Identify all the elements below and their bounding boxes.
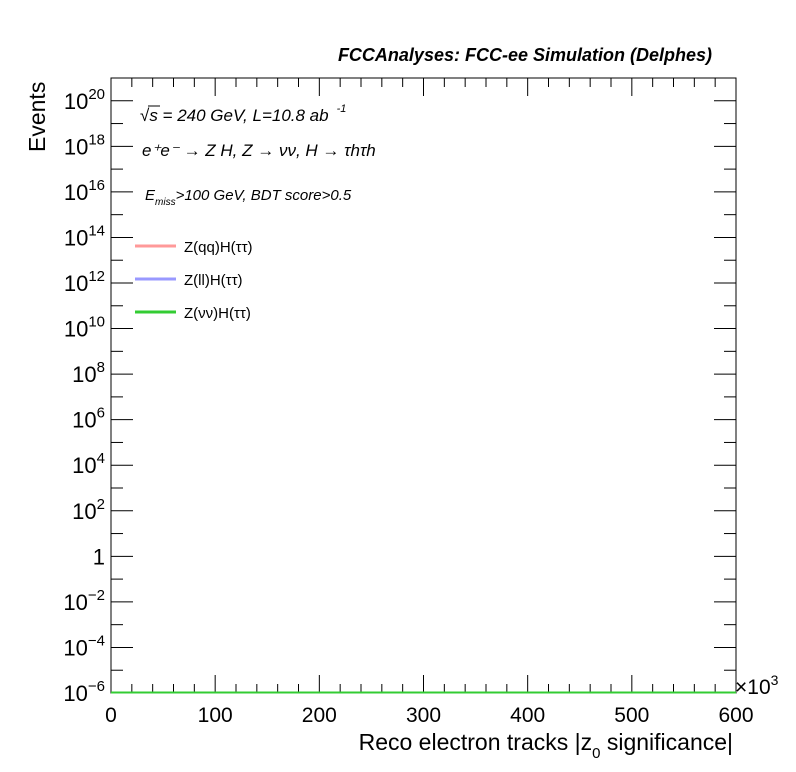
x-multiplier-exp: 3 bbox=[771, 672, 779, 688]
y-tick-label: 108 bbox=[72, 359, 105, 387]
x-tick-label: 300 bbox=[406, 704, 441, 727]
plot-frame bbox=[110, 77, 737, 694]
x-tick-label: 400 bbox=[510, 704, 545, 727]
legend-label-3: Z(νν)H(ττ) bbox=[184, 305, 251, 322]
y-tick-label: 1012 bbox=[64, 268, 105, 296]
y-tick-label: 1010 bbox=[64, 314, 105, 342]
selection-sub: miss bbox=[155, 197, 176, 208]
x-tick-label: 100 bbox=[198, 704, 233, 727]
x-tick-label: 500 bbox=[614, 704, 649, 727]
selection-rest: >100 GeV, BDT score>0.5 bbox=[176, 187, 352, 204]
selection-label: Emiss>100 GeV, BDT score>0.5 bbox=[145, 187, 352, 208]
y-tick-label: 106 bbox=[72, 405, 105, 433]
y-tick-label: 1014 bbox=[64, 222, 105, 250]
y-tick-label: 10−2 bbox=[63, 587, 105, 615]
x-tick-label: 0 bbox=[105, 704, 117, 727]
y-tick-label: 10−6 bbox=[63, 678, 105, 706]
y-tick-label: 1020 bbox=[64, 86, 105, 114]
energy-label: √s = 240 GeV, L=10.8 ab -1 bbox=[140, 103, 346, 125]
selection-main: E bbox=[145, 187, 156, 204]
y-axis: 10−6 10−4 10−2 1 102 104 106 108 1010 1012 1014 101… bbox=[63, 77, 736, 706]
energy-text: √s = 240 GeV, L=10.8 ab bbox=[140, 106, 329, 125]
y-tick-label: 1018 bbox=[64, 131, 105, 159]
y-tick-label: 102 bbox=[72, 496, 105, 524]
x-tick-label: 200 bbox=[302, 704, 337, 727]
y-tick-label: 104 bbox=[72, 450, 105, 478]
x-axis-title: Reco electron tracks |z0 significance| bbox=[359, 729, 733, 762]
y-tick-label: 1 bbox=[93, 544, 105, 569]
y-tick-label: 1016 bbox=[64, 177, 105, 205]
legend-label-1: Z(qq)H(ττ) bbox=[184, 239, 253, 256]
x-tick-label: 600 bbox=[718, 704, 753, 727]
x-multiplier: ×103 bbox=[735, 672, 779, 699]
x-axis: 0 100 200 300 400 500 600 bbox=[105, 78, 754, 727]
y-axis-title: Events bbox=[24, 82, 50, 152]
legend-label-2: Z(ll)H(ττ) bbox=[184, 272, 243, 289]
legend: Z(qq)H(ττ) Z(ll)H(ττ) Z(νν)H(ττ) bbox=[135, 239, 253, 322]
process-label: e⁺e⁻ → Z H, Z → νν, H → τhτh bbox=[142, 141, 376, 160]
chart-header-title: FCCAnalyses: FCC-ee Simulation (Delphes) bbox=[338, 45, 712, 65]
x-multiplier-base: ×10 bbox=[735, 676, 771, 699]
y-tick-label: 10−4 bbox=[63, 632, 105, 660]
energy-exponent: -1 bbox=[337, 103, 347, 115]
